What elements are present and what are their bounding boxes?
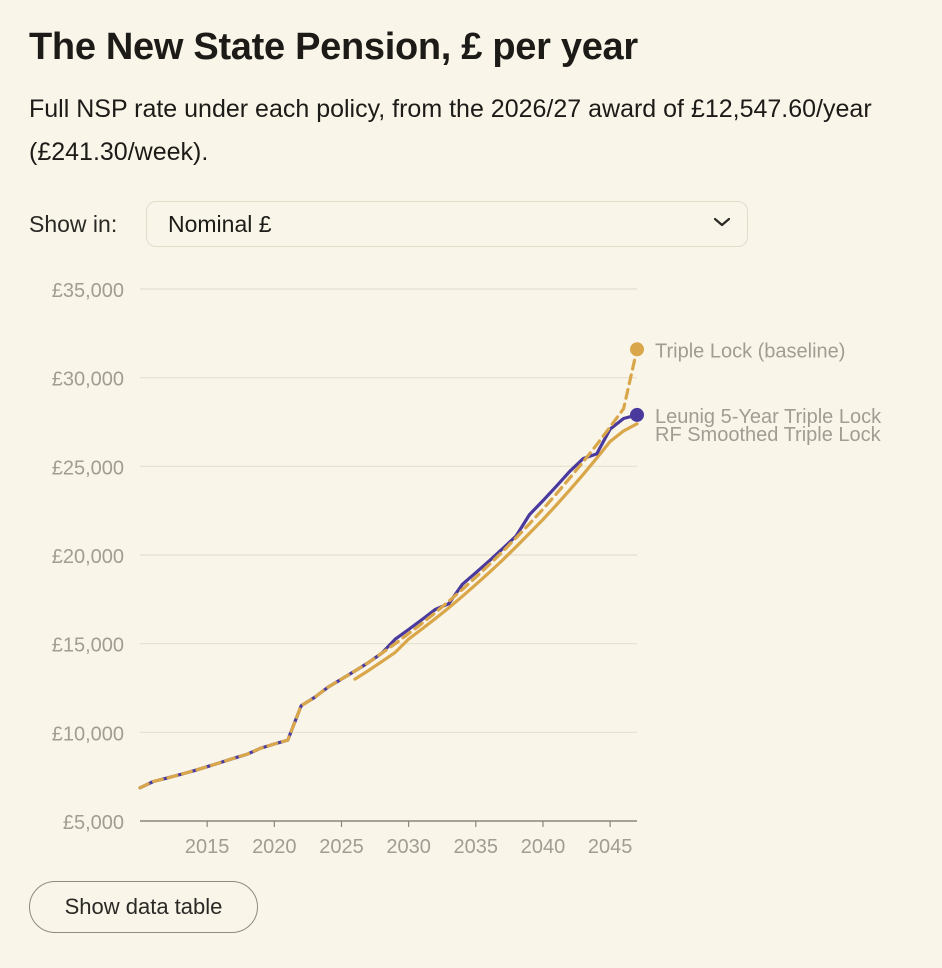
chart-title: The New State Pension, £ per year <box>29 26 638 68</box>
series-label: Leunig 5-Year Triple Lock <box>655 406 882 428</box>
y-axis: £5,000 £10,000 £15,000 £20,000 £25,000 £30,00… <box>52 280 124 834</box>
pension-line-chart: £5,000 £10,000 £15,000 £20,000 £25,000 £30,00… <box>52 280 882 858</box>
series-label: Triple Lock (baseline) <box>655 340 845 362</box>
series-line-1 <box>138 413 639 790</box>
x-tick-label: 2020 <box>252 836 297 858</box>
y-tick-label: £5,000 <box>63 812 124 834</box>
y-tick-label: £25,000 <box>52 457 124 479</box>
x-tick-label: 2040 <box>521 836 566 858</box>
series-end-marker <box>630 342 644 357</box>
chevron-down-icon <box>713 217 731 227</box>
x-tick-label: 2030 <box>386 836 431 858</box>
x-tick-label: 2025 <box>319 836 364 858</box>
series-end-marker <box>630 407 644 422</box>
x-tick-label: 2015 <box>185 836 230 858</box>
chart-subtitle: Full NSP rate under each policy, from th… <box>29 95 872 166</box>
series-lines <box>138 347 639 790</box>
unit-control: Show in: Nominal £ <box>29 200 748 248</box>
show-in-label: Show in: <box>29 210 118 237</box>
x-axis: 2015 2020 2025 2030 2035 2040 2045 <box>185 821 632 858</box>
y-tick-label: £35,000 <box>52 280 124 302</box>
y-tick-label: £10,000 <box>52 723 124 745</box>
gridlines <box>140 288 637 822</box>
unit-select-value: Nominal £ <box>168 210 272 237</box>
x-tick-label: 2045 <box>588 836 633 858</box>
series-line-2 <box>353 422 639 681</box>
unit-select[interactable]: Nominal £ <box>146 201 748 247</box>
y-tick-label: £20,000 <box>52 546 124 568</box>
y-tick-label: £15,000 <box>52 635 124 657</box>
show-data-table-button[interactable]: Show data table <box>29 881 258 933</box>
x-tick-label: 2035 <box>454 836 499 858</box>
series-label: RF Smoothed Triple Lock <box>655 424 882 446</box>
series-line-0 <box>138 347 639 790</box>
y-tick-label: £30,000 <box>52 369 124 391</box>
series-labels: Triple Lock (baseline) Leunig 5-Year Trip… <box>630 340 882 446</box>
